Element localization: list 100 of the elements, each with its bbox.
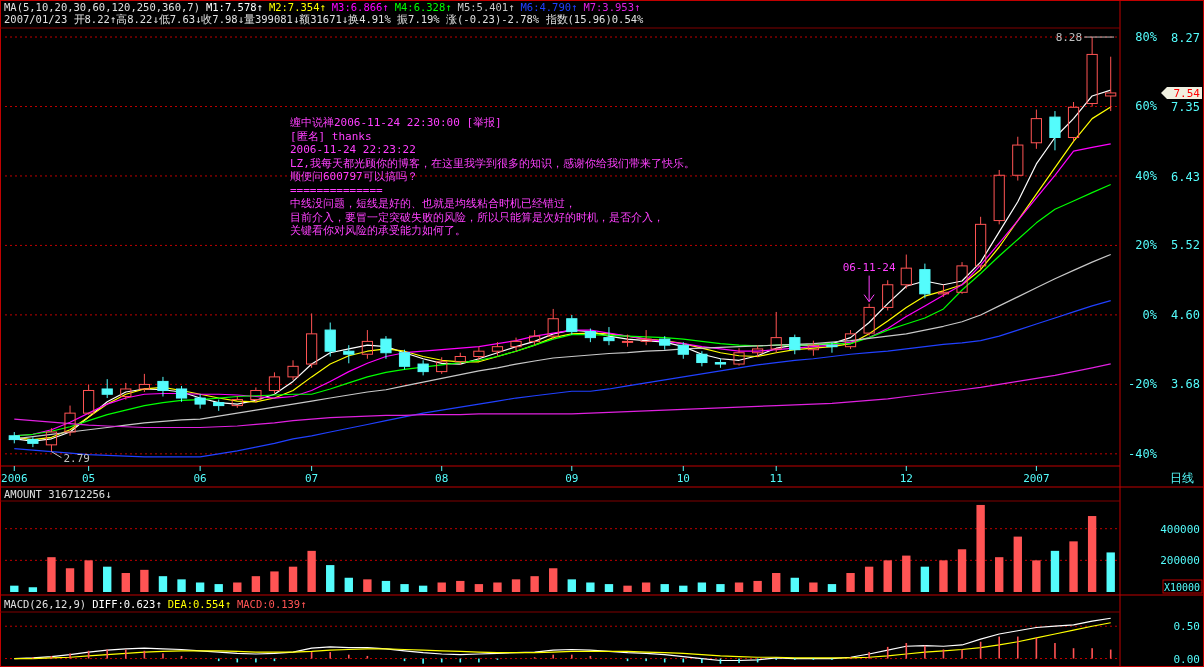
y-tick-label: 8.27 bbox=[1171, 30, 1200, 45]
bar bbox=[660, 584, 669, 592]
candlestick bbox=[398, 349, 411, 370]
candlestick bbox=[659, 335, 671, 351]
y2-tick-label: -40% bbox=[1128, 446, 1158, 461]
y-tick-label: 5.52 bbox=[1171, 238, 1200, 253]
bar bbox=[939, 560, 948, 592]
y-tick-label: 0.00 bbox=[1173, 652, 1200, 666]
bar bbox=[772, 573, 781, 592]
candlestick bbox=[919, 263, 931, 299]
candlestick bbox=[863, 303, 875, 336]
chart-subtitle: 2007/01/23 开8.22↑高8.22↓低7.63↓收7.98↓量399081↓额31671↓换4.91% 振7.19% 涨(-0.23)-2.78% 指数(15.96)0.54% bbox=[4, 13, 645, 25]
candlestick bbox=[213, 399, 225, 412]
candlestick bbox=[1105, 56, 1117, 112]
bar bbox=[623, 585, 632, 592]
candlestick bbox=[900, 254, 912, 290]
chart-title: AMOUNT 316712256↓ bbox=[4, 488, 112, 500]
bar bbox=[326, 565, 335, 592]
bar bbox=[827, 584, 837, 592]
y-tick-label: 7.35 bbox=[1171, 100, 1200, 115]
text: M3:6.866↑ bbox=[331, 1, 389, 13]
bar bbox=[530, 576, 539, 592]
bar bbox=[1013, 536, 1022, 592]
candlestick bbox=[306, 312, 318, 369]
bar bbox=[10, 585, 19, 592]
bar bbox=[995, 557, 1004, 592]
bar bbox=[1069, 541, 1078, 592]
candlestick bbox=[1030, 109, 1042, 150]
annotation: 关键看你对风险的承受能力如何了。 bbox=[290, 224, 466, 237]
candlestick bbox=[45, 427, 58, 453]
candlestick bbox=[268, 371, 281, 394]
candlestick bbox=[510, 337, 522, 352]
bar bbox=[957, 549, 967, 592]
y-tick-label: 6.43 bbox=[1171, 169, 1200, 184]
bar bbox=[474, 584, 484, 592]
candlestick bbox=[770, 311, 782, 354]
bar bbox=[920, 566, 930, 592]
bar bbox=[233, 582, 242, 592]
bar bbox=[214, 584, 223, 592]
bar bbox=[456, 580, 465, 592]
y2-tick-label: -20% bbox=[1128, 377, 1158, 392]
x-tick-label: 2007 bbox=[1023, 472, 1050, 485]
text: M1:7.578↑ bbox=[205, 1, 263, 13]
candlestick bbox=[882, 279, 894, 311]
annotation: 8.28 bbox=[1055, 31, 1083, 45]
candlestick bbox=[1012, 136, 1024, 182]
candlestick bbox=[287, 359, 299, 381]
candlestick bbox=[120, 382, 132, 401]
annotation: 顺便问600797可以搞吗？ bbox=[290, 170, 418, 183]
bar bbox=[344, 577, 353, 592]
bar bbox=[493, 582, 502, 592]
annotation: 2006-11-24 22:23:22 bbox=[290, 143, 416, 156]
annotation: [匿名] thanks bbox=[290, 129, 372, 143]
candlestick bbox=[566, 314, 578, 336]
bar bbox=[679, 585, 688, 592]
y-tick-label: 3.68 bbox=[1171, 377, 1200, 392]
y2-tick-label: 40% bbox=[1135, 168, 1158, 183]
candlestick bbox=[157, 376, 169, 398]
text: 7.54 bbox=[1173, 86, 1201, 100]
bar bbox=[734, 582, 744, 592]
y2-tick-label: 60% bbox=[1135, 99, 1158, 114]
candlestick bbox=[733, 347, 745, 367]
bar bbox=[103, 566, 112, 592]
x-tick-label: 06 bbox=[193, 472, 207, 485]
y-tick-label: 200000 bbox=[1160, 554, 1200, 568]
bar bbox=[1050, 550, 1060, 592]
bar bbox=[902, 555, 911, 592]
x-tick-label: 10 bbox=[676, 472, 690, 485]
candlestick bbox=[361, 329, 373, 360]
bar bbox=[121, 573, 130, 592]
bar bbox=[363, 579, 372, 592]
candlestick bbox=[64, 405, 76, 437]
annotation: 06-11-24 bbox=[842, 260, 896, 274]
text: M2:7.354↑ bbox=[268, 1, 326, 13]
bar bbox=[716, 584, 725, 592]
candlestick bbox=[547, 308, 559, 340]
candlestick bbox=[677, 341, 689, 360]
candlestick bbox=[417, 359, 429, 376]
x-tick-label: 08 bbox=[435, 472, 449, 485]
candlestick bbox=[27, 436, 39, 448]
text: M7:3.953↑ bbox=[583, 1, 641, 13]
text: DIFF:0.623↑ bbox=[92, 598, 162, 610]
candlestick bbox=[343, 344, 355, 364]
annotation: 中线没问题，短线是好的、也就是均线粘合时机已经错过， bbox=[290, 197, 576, 210]
bar bbox=[47, 557, 56, 592]
bar bbox=[809, 582, 818, 592]
bar bbox=[437, 582, 446, 592]
annotation: LZ,我每天都光顾你的博客，在这里我学到很多的知识，感谢你给我们带来了快乐。 bbox=[290, 156, 695, 170]
x-tick-label: 07 bbox=[305, 472, 319, 485]
candlestick bbox=[491, 341, 504, 357]
x-axis-title: 日线 bbox=[1170, 471, 1194, 485]
bar bbox=[84, 560, 93, 592]
x-tick-label: 12 bbox=[899, 472, 913, 485]
bar bbox=[140, 569, 149, 592]
candlestick bbox=[529, 329, 541, 346]
candlestick bbox=[83, 383, 95, 416]
candlestick bbox=[101, 378, 113, 399]
bar bbox=[790, 577, 799, 592]
bar bbox=[400, 584, 409, 592]
bar bbox=[381, 580, 391, 592]
